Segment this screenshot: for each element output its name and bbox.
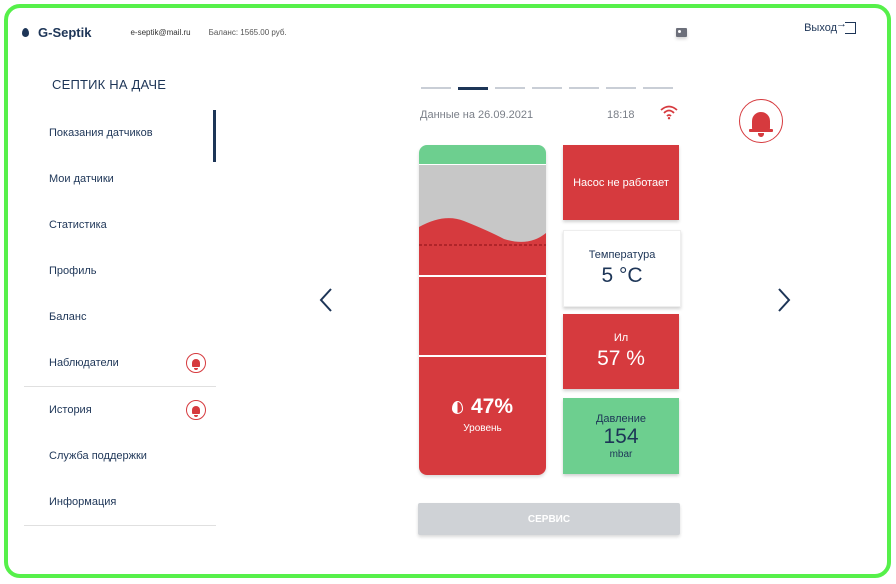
temperature-value: 5 °С xyxy=(601,264,643,287)
data-date: Данные на 26.09.2021 xyxy=(420,109,534,121)
pump-status-card[interactable]: Насос не работает xyxy=(563,145,679,220)
pump-status-title: Насос не работает xyxy=(573,176,669,189)
sidebar-divider xyxy=(24,525,216,526)
tank-level-widget: 47% Уровень xyxy=(419,145,546,475)
pressure-card[interactable]: Давление 154 mbar xyxy=(563,398,679,474)
sidebar-item-my-sensors[interactable]: Мои датчики xyxy=(24,156,216,202)
bell-icon xyxy=(749,112,773,137)
app-logo[interactable]: G-Septik xyxy=(22,25,91,40)
tank-separator xyxy=(419,355,546,357)
level-label: Уровень xyxy=(463,423,502,434)
user-email: e-septik@mail.ru xyxy=(113,27,688,37)
sludge-value: 57 % xyxy=(597,347,645,370)
service-button[interactable]: СЕРВИС xyxy=(418,503,680,535)
sidebar-item-label: Статистика xyxy=(49,219,107,231)
chevron-left-icon[interactable] xyxy=(312,285,342,315)
sidebar-item-support[interactable]: Служба поддержки xyxy=(24,433,216,479)
logout-icon xyxy=(836,18,856,34)
sidebar-divider xyxy=(24,386,216,387)
logout-button[interactable]: Выход xyxy=(804,18,856,34)
sludge-card[interactable]: Ил 57 % xyxy=(563,314,679,389)
drop-icon xyxy=(22,27,29,37)
observers-alert-badge xyxy=(186,353,206,373)
sidebar-item-label: История xyxy=(49,404,92,416)
temperature-card[interactable]: Температура 5 °С xyxy=(563,230,681,307)
object-title: СЕПТИК НА ДАЧЕ xyxy=(52,77,167,92)
sidebar-menu: Показания датчиков Мои датчики Статистик… xyxy=(24,110,216,526)
tank-cap xyxy=(419,145,546,164)
balance-text: Баланс: 1565.00 руб. xyxy=(208,27,287,37)
top-bar: G-Septik e-septik@mail.ru Баланс: 1565.0… xyxy=(22,18,856,42)
sensor-pager xyxy=(421,87,680,90)
pager-dot[interactable] xyxy=(458,87,488,90)
tank-separator xyxy=(419,275,546,277)
pager-dot[interactable] xyxy=(532,87,562,89)
sidebar-item-balance[interactable]: Баланс xyxy=(24,294,216,340)
temperature-title: Температура xyxy=(588,249,656,261)
sidebar-item-observers[interactable]: Наблюдатели xyxy=(24,340,216,386)
sidebar-item-label: Баланс xyxy=(49,311,87,323)
sidebar-item-label: Показания датчиков xyxy=(49,127,153,139)
logout-label: Выход xyxy=(804,22,837,34)
sidebar-item-history[interactable]: История xyxy=(24,387,216,433)
bell-icon xyxy=(192,406,200,417)
sidebar-item-label: Информация xyxy=(49,496,117,508)
tank-liquid xyxy=(419,275,546,475)
app-name: G-Septik xyxy=(38,24,92,40)
pager-dot[interactable] xyxy=(569,87,599,89)
sidebar-item-statistics[interactable]: Статистика xyxy=(24,202,216,248)
history-alert-badge xyxy=(186,400,206,420)
alarm-button[interactable] xyxy=(739,99,783,143)
data-time: 18:18 xyxy=(607,109,635,121)
sidebar-item-sensor-readings[interactable]: Показания датчиков xyxy=(24,110,216,162)
sidebar-item-info[interactable]: Информация xyxy=(24,479,216,525)
pressure-unit: mbar xyxy=(609,448,633,460)
tank-level-readout: 47% Уровень xyxy=(419,395,546,434)
pager-dot[interactable] xyxy=(421,87,451,89)
pager-dot[interactable] xyxy=(643,87,673,89)
wifi-icon xyxy=(660,105,678,120)
sidebar-item-label: Наблюдатели xyxy=(49,357,119,369)
level-value: 47% xyxy=(470,395,514,418)
email-text: e-septik@mail.ru xyxy=(130,27,191,37)
drop-icon xyxy=(451,400,463,414)
bell-icon xyxy=(192,359,200,370)
sidebar-item-profile[interactable]: Профиль xyxy=(24,248,216,294)
sidebar-item-label: Служба поддержки xyxy=(49,450,147,462)
sidebar-item-label: Мои датчики xyxy=(49,173,114,185)
pager-dot[interactable] xyxy=(495,87,525,89)
chevron-right-icon[interactable] xyxy=(768,285,798,315)
sidebar-item-label: Профиль xyxy=(49,265,97,277)
contact-card-icon xyxy=(676,27,688,37)
tank-liquid-wave xyxy=(419,218,546,277)
pressure-value: 154 xyxy=(603,424,639,448)
pager-dot[interactable] xyxy=(606,87,636,89)
sludge-title: Ил xyxy=(613,332,629,344)
pressure-title: Давление xyxy=(595,412,647,425)
